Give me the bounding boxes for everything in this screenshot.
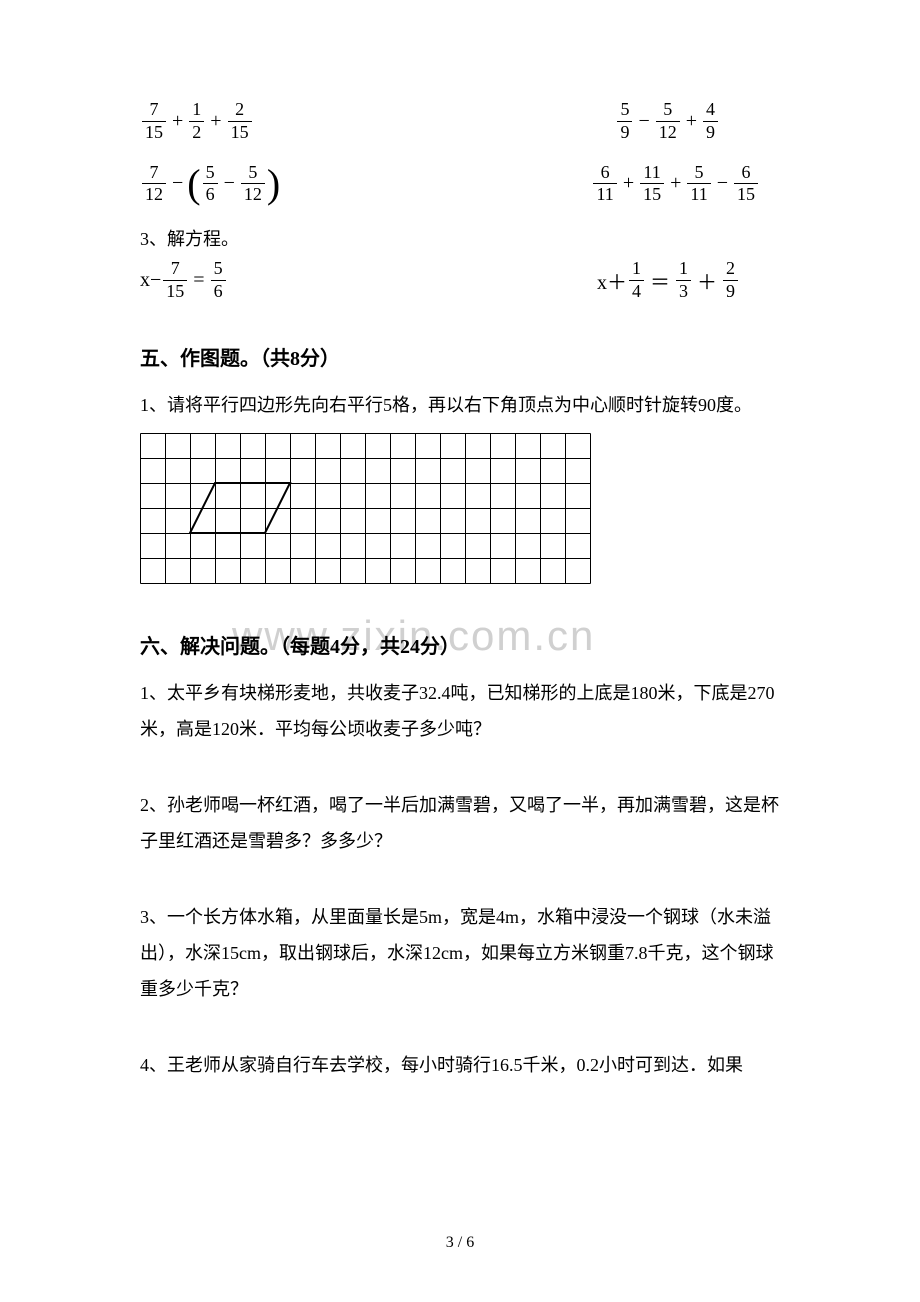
section5-q1: 1、请将平行四边形先向右平行5格，再以右下角顶点为中心顺时针旋转90度。 — [140, 387, 780, 423]
expr-r2-right: 611 + 1115 + 511 − 615 — [591, 163, 760, 206]
section6-q4: 4、王老师从家骑自行车去学校，每小时骑行16.5千米，0.2小时可到达．如果 — [140, 1047, 780, 1083]
expr-r1-left: 715 + 12 + 215 — [140, 100, 254, 143]
section5-title: 五、作图题。（共8分） — [140, 342, 780, 371]
expr-r3-left: x− 715 = 56 — [140, 259, 228, 302]
page-footer: 3 / 6 — [0, 1234, 920, 1252]
section6-title: 六、解决问题。（每题4分，共24分） — [140, 630, 780, 659]
section6-q1: 1、太平乡有块梯形麦地，共收麦子32.4吨，已知梯形的上底是180米，下底是27… — [140, 675, 780, 747]
math-row-3: x− 715 = 56 x＋ 14 ＝ 13 ＋ 29 — [140, 259, 780, 302]
section6-q2: 2、孙老师喝一杯红酒，喝了一半后加满雪碧，又喝了一半，再加满雪碧，这是杯子里红酒… — [140, 787, 780, 859]
expr-r1-right: 59 − 512 + 49 — [615, 100, 720, 143]
math-row-2: 712 − ( 56 − 512 ) 611 + 1115 + 511 − 61… — [140, 163, 780, 206]
expr-r3-right: x＋ 14 ＝ 13 ＋ 29 — [597, 259, 740, 302]
expr-r2-left: 712 − ( 56 − 512 ) — [140, 163, 280, 206]
math-row-1: 715 + 12 + 215 59 − 512 + 49 — [140, 100, 780, 143]
grid-diagram — [140, 433, 780, 590]
q3-label: 3、解方程。 — [140, 225, 780, 251]
section6-q3: 3、一个长方体水箱，从里面量长是5m，宽是4m，水箱中浸没一个钢球（水未溢出），… — [140, 899, 780, 1007]
